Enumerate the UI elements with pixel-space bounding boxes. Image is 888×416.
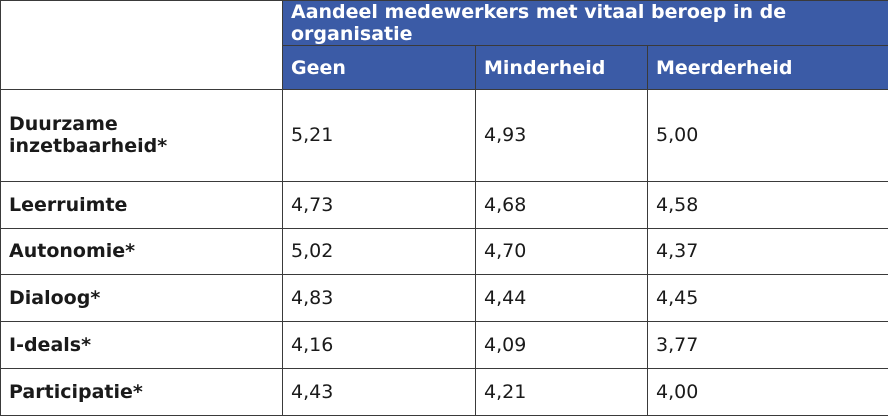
cell-value: 4,83	[282, 274, 476, 323]
table-row: I-deals* 4,16 4,09 3,77	[0, 321, 888, 370]
cell-value: 4,00	[646, 368, 888, 416]
cell-value: 4,09	[475, 321, 648, 370]
table-row: Participatie* 4,43 4,21 4,00	[0, 368, 888, 416]
row-label: Autonomie*	[0, 227, 283, 276]
cell-value: 4,16	[282, 321, 476, 370]
cell-value: 3,77	[646, 321, 888, 370]
row-label: Duurzame inzetbaarheid*	[0, 89, 283, 182]
cell-value: 4,37	[646, 227, 888, 276]
cell-value: 4,21	[475, 368, 648, 416]
cell-value: 4,45	[646, 274, 888, 323]
row-label: Leerruimte	[0, 180, 283, 229]
group-header: Aandeel medewerkers met vitaal beroep in…	[281, 0, 888, 46]
cell-value: 4,44	[475, 274, 648, 323]
table-row: Dialoog* 4,83 4,44 4,45	[0, 274, 888, 323]
cell-value: 5,02	[282, 227, 476, 276]
column-header: Geen	[282, 45, 476, 90]
column-header: Meerderheid	[646, 45, 888, 90]
column-header: Minderheid	[475, 45, 648, 90]
cell-value: 4,43	[282, 368, 476, 416]
corner-cell	[0, 0, 283, 90]
cell-value: 4,73	[282, 180, 476, 229]
cell-value: 4,70	[475, 227, 648, 276]
table-row: Leerruimte 4,73 4,68 4,58	[0, 180, 888, 229]
row-label: Dialoog*	[0, 274, 283, 323]
cell-value: 4,93	[475, 89, 648, 182]
cell-value: 5,21	[282, 89, 476, 182]
table-row: Autonomie* 5,02 4,70 4,37	[0, 227, 888, 276]
cell-value: 4,58	[646, 180, 888, 229]
cell-value: 5,00	[646, 89, 888, 182]
table-row: Duurzame inzetbaarheid* 5,21 4,93 5,00	[0, 89, 888, 182]
cell-value: 4,68	[475, 180, 648, 229]
row-label: Participatie*	[0, 368, 283, 416]
row-label: I-deals*	[0, 321, 283, 370]
